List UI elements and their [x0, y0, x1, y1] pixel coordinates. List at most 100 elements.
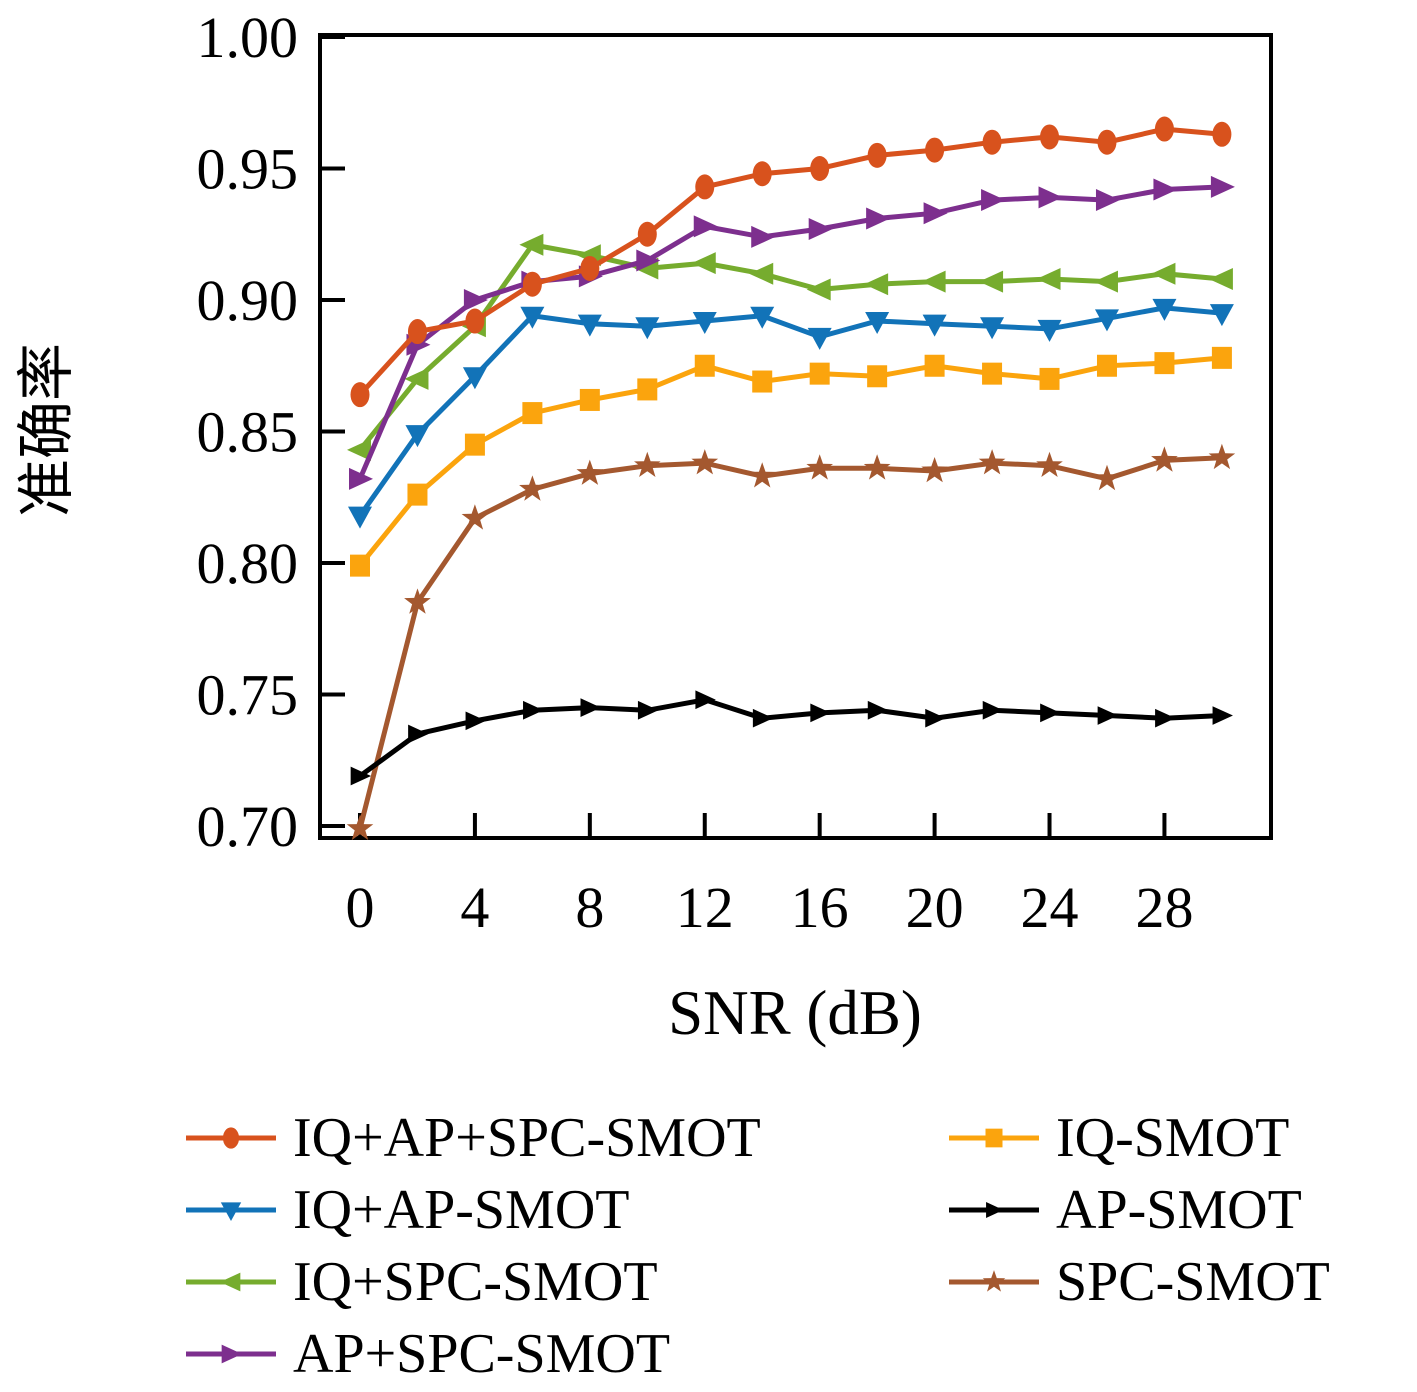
marker-ap-spc-smot [1095, 189, 1120, 212]
marker-iq-smot [522, 402, 543, 425]
marker-ap-spc-smot [349, 467, 373, 490]
series-iq-spc-smot [347, 233, 1233, 461]
legend-marker-spc-smot [949, 1270, 1039, 1292]
marker-iq-smot [809, 362, 830, 385]
marker-iq-smot [579, 388, 600, 411]
x-tick-label: 4 [460, 875, 489, 940]
marker-spc-smot [1093, 464, 1121, 491]
legend-glyph [221, 1344, 243, 1364]
legend-glyph [220, 1202, 242, 1222]
marker-ap-spc-smot [1038, 186, 1063, 209]
x-tick-label: 24 [1021, 875, 1079, 940]
series-iq-smot [350, 346, 1232, 577]
marker-iq-spc-smot [1208, 267, 1233, 290]
legend-column-right: IQ-SMOT AP-SMOT SPC-SMOT [946, 1102, 1330, 1318]
marker-spc-smot [519, 475, 546, 501]
y-tick-label: 0.70 [197, 794, 299, 859]
marker-ap-spc-smot [751, 225, 776, 248]
legend-label-iq-ap-smot: IQ+AP-SMOT [293, 1179, 630, 1241]
legend-marker-ap-spc-smot [186, 1344, 276, 1364]
legend-glyph [982, 1270, 1006, 1292]
marker-ap-smot [408, 724, 429, 744]
marker-iq-ap-spc-smot [810, 156, 830, 181]
marker-ap-spc-smot [808, 217, 833, 240]
legend-label-ap-smot: AP-SMOT [1056, 1179, 1302, 1241]
marker-ap-smot [350, 766, 372, 786]
marker-ap-spc-smot [1210, 175, 1235, 198]
marker-spc-smot [1151, 446, 1178, 472]
marker-ap-smot [1040, 703, 1061, 723]
series-iq-ap-spc-smot [350, 116, 1232, 408]
marker-iq-ap-spc-smot [752, 161, 772, 187]
marker-iq-smot [694, 354, 715, 377]
marker-iq-smot [752, 370, 773, 393]
series-line-ap-spc-smot [357, 184, 1223, 480]
marker-iq-ap-smot [980, 317, 1005, 340]
marker-ap-smot [580, 698, 601, 717]
marker-ap-spc-smot [981, 189, 1006, 212]
marker-iq-ap-smot [1094, 309, 1119, 332]
marker-iq-ap-spc-smot [465, 308, 485, 334]
marker-iq-spc-smot [347, 438, 371, 461]
marker-ap-spc-smot [636, 249, 661, 272]
marker-spc-smot [863, 454, 891, 480]
marker-ap-smot [867, 700, 889, 720]
marker-iq-smot [924, 354, 945, 377]
marker-iq-spc-smot [979, 270, 1004, 293]
x-tick-label: 20 [906, 875, 964, 940]
legend-marker-ap-smot [949, 1202, 1039, 1218]
marker-iq-ap-smot [405, 425, 430, 448]
marker-iq-ap-smot [577, 314, 602, 337]
x-tick-label: 16 [791, 875, 849, 940]
marker-spc-smot [346, 814, 374, 840]
series-ap-smot [350, 690, 1233, 786]
marker-iq-ap-smot [1209, 304, 1234, 327]
marker-iq-ap-smot [692, 312, 717, 335]
marker-iq-ap-spc-smot [982, 129, 1002, 155]
x-tick-label: 12 [676, 875, 734, 940]
legend-marker-iq-ap-smot [186, 1202, 276, 1222]
marker-ap-smot [637, 700, 659, 720]
legend-label-iq-smot: IQ-SMOT [1056, 1107, 1290, 1169]
marker-spc-smot [1208, 443, 1236, 470]
x-tick-label: 28 [1135, 875, 1193, 940]
legend-item-iq-spc-smot: IQ+SPC-SMOT [183, 1246, 761, 1318]
legend-glyph [986, 1202, 1004, 1218]
marker-spc-smot [921, 457, 948, 483]
marker-spc-smot [978, 449, 1006, 475]
y-axis-title: 准确率 [14, 343, 79, 517]
marker-ap-smot [752, 708, 774, 728]
marker-ap-smot [695, 690, 716, 710]
marker-iq-smot [464, 433, 485, 456]
series-line-iq-ap-smot [357, 305, 1223, 518]
marker-iq-smot [1154, 352, 1175, 375]
marker-iq-spc-smot [864, 273, 889, 296]
marker-iq-ap-smot [807, 327, 832, 350]
marker-iq-ap-smot [462, 367, 487, 390]
marker-ap-smot [1097, 706, 1119, 725]
marker-iq-ap-spc-smot [1212, 121, 1232, 147]
y-tick-label: 1.00 [197, 5, 299, 70]
marker-iq-spc-smot [806, 278, 831, 301]
legend-item-spc-smot: SPC-SMOT [946, 1246, 1330, 1318]
marker-iq-ap-smot [520, 306, 545, 329]
marker-ap-smot [465, 711, 486, 731]
marker-iq-spc-smot [519, 233, 544, 256]
marker-spc-smot [1036, 451, 1063, 477]
marker-iq-ap-spc-smot [637, 221, 657, 247]
marker-iq-spc-smot [921, 270, 946, 293]
series-iq-ap-smot [348, 298, 1234, 529]
marker-iq-ap-spc-smot [1154, 116, 1174, 142]
marker-iq-ap-smot [348, 506, 372, 529]
accuracy-vs-snr-chart: 1.00 0.95 0.90 0.85 0.80 0.75 0.70 0 4 8 12 16 20 24 2… [14, 5, 1273, 1048]
marker-iq-smot [637, 378, 658, 401]
marker-ap-smot [982, 700, 1004, 720]
legend-label-iq-spc-smot: IQ+SPC-SMOT [293, 1251, 658, 1313]
marker-ap-spc-smot [1153, 178, 1178, 201]
marker-spc-smot [691, 449, 719, 475]
series-line-ap-smot [358, 697, 1223, 779]
x-tick-label: 0 [346, 875, 375, 940]
series-line-spc-smot [357, 455, 1223, 830]
marker-spc-smot [461, 504, 489, 530]
